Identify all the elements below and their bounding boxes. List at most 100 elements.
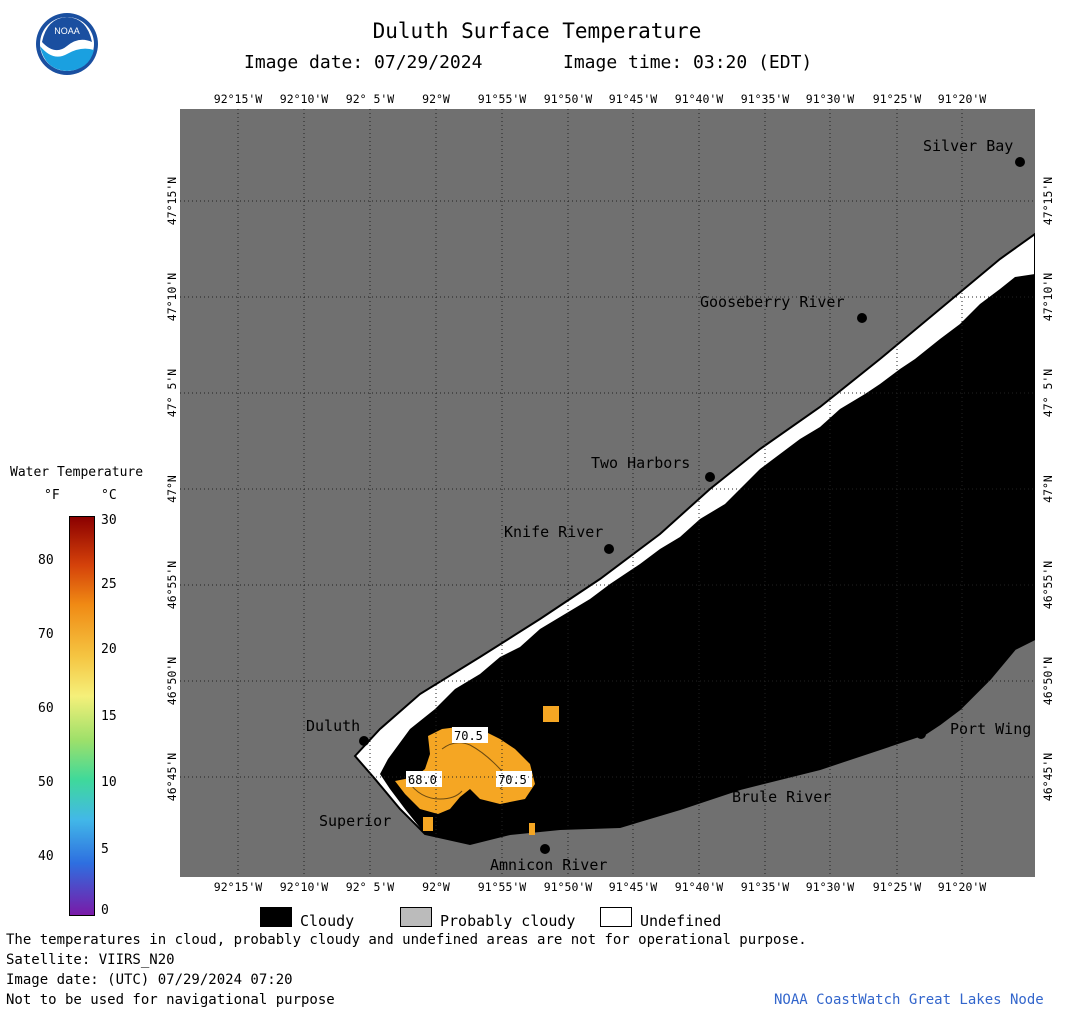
- town-label-superior: Superior: [319, 812, 391, 830]
- cloudy-area: [380, 274, 1035, 844]
- town-marker-brule-river: [737, 772, 747, 782]
- noaa-logo-text: NOAA: [54, 26, 80, 36]
- warm-water-patch: [529, 823, 535, 835]
- lat-label-left: 47° 5'N: [165, 368, 179, 418]
- lat-label-right: 46°50'N: [1041, 656, 1055, 706]
- lon-label-top: 91°20'W: [937, 92, 987, 106]
- lon-label-bottom: 92°15'W: [213, 880, 263, 894]
- lat-label-left: 47°15'N: [165, 176, 179, 226]
- contour-label-box: [406, 771, 442, 787]
- lon-label-top: 91°30'W: [805, 92, 855, 106]
- lon-label-bottom: 91°45'W: [608, 880, 658, 894]
- lon-label-bottom: 91°25'W: [872, 880, 922, 894]
- contour-label-box: [452, 727, 488, 743]
- contour-label: 70.5: [498, 773, 527, 787]
- scale-tick-c: 10: [101, 775, 117, 790]
- legend-label-cloudy: Cloudy: [300, 912, 355, 930]
- lon-label-top: 92°W: [422, 92, 450, 106]
- footer-utc-date: Image date: (UTC) 07/29/2024 07:20: [6, 972, 293, 988]
- color-scale-title: Water Temperature: [10, 465, 144, 480]
- town-marker-duluth: [359, 736, 369, 746]
- town-label-amnicon-river: Amnicon River: [490, 856, 607, 874]
- lon-label-bottom: 92°10'W: [279, 880, 329, 894]
- noaa-logo: NOAA: [36, 13, 98, 75]
- scale-tick-f: 40: [38, 849, 54, 864]
- warm-water-patch: [423, 817, 433, 831]
- lat-label-right: 46°45'N: [1041, 752, 1055, 802]
- legend-label-undefined: Undefined: [640, 912, 722, 930]
- footer-disclaimer: The temperatures in cloud, probably clou…: [6, 932, 807, 948]
- lon-label-bottom: 91°50'W: [543, 880, 593, 894]
- lat-label-right: 47°15'N: [1041, 176, 1055, 226]
- scale-tick-c: 15: [101, 709, 117, 724]
- town-marker-knife-river: [604, 544, 614, 554]
- lon-label-bottom: 91°35'W: [740, 880, 790, 894]
- lat-label-left: 46°50'N: [165, 656, 179, 706]
- color-scale-unit-f: °F: [44, 488, 60, 503]
- lon-label-top: 92°15'W: [213, 92, 263, 106]
- town-marker-gooseberry-river: [857, 313, 867, 323]
- town-marker-amnicon-river: [540, 844, 550, 854]
- lat-label-right: 47° 5'N: [1041, 368, 1055, 418]
- lon-label-bottom: 91°30'W: [805, 880, 855, 894]
- contour-label: 70.5: [454, 729, 483, 743]
- lon-label-bottom: 92° 5'W: [345, 880, 395, 894]
- lake-superior-map: 70.5 68.0 70.5 Silver Bay Goose: [180, 109, 1035, 877]
- footer-nav-warning: Not to be used for navigational purpose: [6, 992, 335, 1008]
- town-label-duluth: Duluth: [306, 717, 360, 735]
- legend-swatch-cloudy: [260, 907, 292, 927]
- lon-label-top: 91°50'W: [543, 92, 593, 106]
- town-label-port-wing: Port Wing: [950, 720, 1031, 738]
- lon-label-top: 91°55'W: [477, 92, 527, 106]
- scale-tick-f: 70: [38, 627, 54, 642]
- lon-label-top: 91°40'W: [674, 92, 724, 106]
- scale-tick-f: 60: [38, 701, 54, 716]
- town-marker-port-wing: [916, 729, 926, 739]
- lat-label-left: 46°55'N: [165, 560, 179, 610]
- isotherm-contour: [407, 780, 463, 800]
- lat-label-right: 47°10'N: [1041, 272, 1055, 322]
- town-marker-silver-bay: [1015, 157, 1025, 167]
- lon-label-bottom: 91°40'W: [674, 880, 724, 894]
- lon-label-top: 91°35'W: [740, 92, 790, 106]
- warm-water-area: [395, 727, 535, 814]
- footer-satellite: Satellite: VIIRS_N20: [6, 952, 175, 968]
- town-label-knife-river: Knife River: [504, 523, 603, 541]
- footer-credit: NOAA CoastWatch Great Lakes Node: [774, 992, 1044, 1008]
- scale-tick-c: 0: [101, 903, 109, 918]
- town-label-gooseberry-river: Gooseberry River: [700, 293, 845, 311]
- town-label-silver-bay: Silver Bay: [923, 137, 1013, 155]
- lat-label-left: 47°10'N: [165, 272, 179, 322]
- lon-label-top: 92°10'W: [279, 92, 329, 106]
- warm-water-patch: [543, 706, 559, 722]
- graticule: [180, 109, 1035, 877]
- scale-tick-c: 30: [101, 513, 117, 528]
- town-label-two-harbors: Two Harbors: [591, 454, 690, 472]
- lat-label-left: 47°N: [165, 475, 179, 503]
- town-marker-two-harbors: [705, 472, 715, 482]
- scale-tick-c: 5: [101, 842, 109, 857]
- lon-label-bottom: 92°W: [422, 880, 450, 894]
- legend-swatch-probably-cloudy: [400, 907, 432, 927]
- image-time: Image time: 03:20 (EDT): [563, 52, 813, 73]
- legend-label-probably-cloudy: Probably cloudy: [440, 912, 576, 930]
- scale-tick-f: 50: [38, 775, 54, 790]
- scale-tick-f: 80: [38, 553, 54, 568]
- town-label-brule-river: Brule River: [732, 788, 831, 806]
- lat-label-right: 46°55'N: [1041, 560, 1055, 610]
- contour-label-box: [496, 771, 532, 787]
- image-date: Image date: 07/29/2024: [244, 52, 483, 73]
- color-scale-unit-c: °C: [101, 488, 117, 503]
- contour-label: 68.0: [408, 773, 437, 787]
- lat-label-left: 46°45'N: [165, 752, 179, 802]
- lon-label-top: 91°45'W: [608, 92, 658, 106]
- scale-tick-c: 25: [101, 577, 117, 592]
- lon-label-top: 92° 5'W: [345, 92, 395, 106]
- lon-label-top: 91°25'W: [872, 92, 922, 106]
- lat-label-right: 47°N: [1041, 475, 1055, 503]
- page-title: Duluth Surface Temperature: [372, 19, 702, 43]
- lon-label-bottom: 91°55'W: [477, 880, 527, 894]
- color-scale-bar: [69, 516, 95, 916]
- scale-tick-c: 20: [101, 642, 117, 657]
- legend-swatch-undefined: [600, 907, 632, 927]
